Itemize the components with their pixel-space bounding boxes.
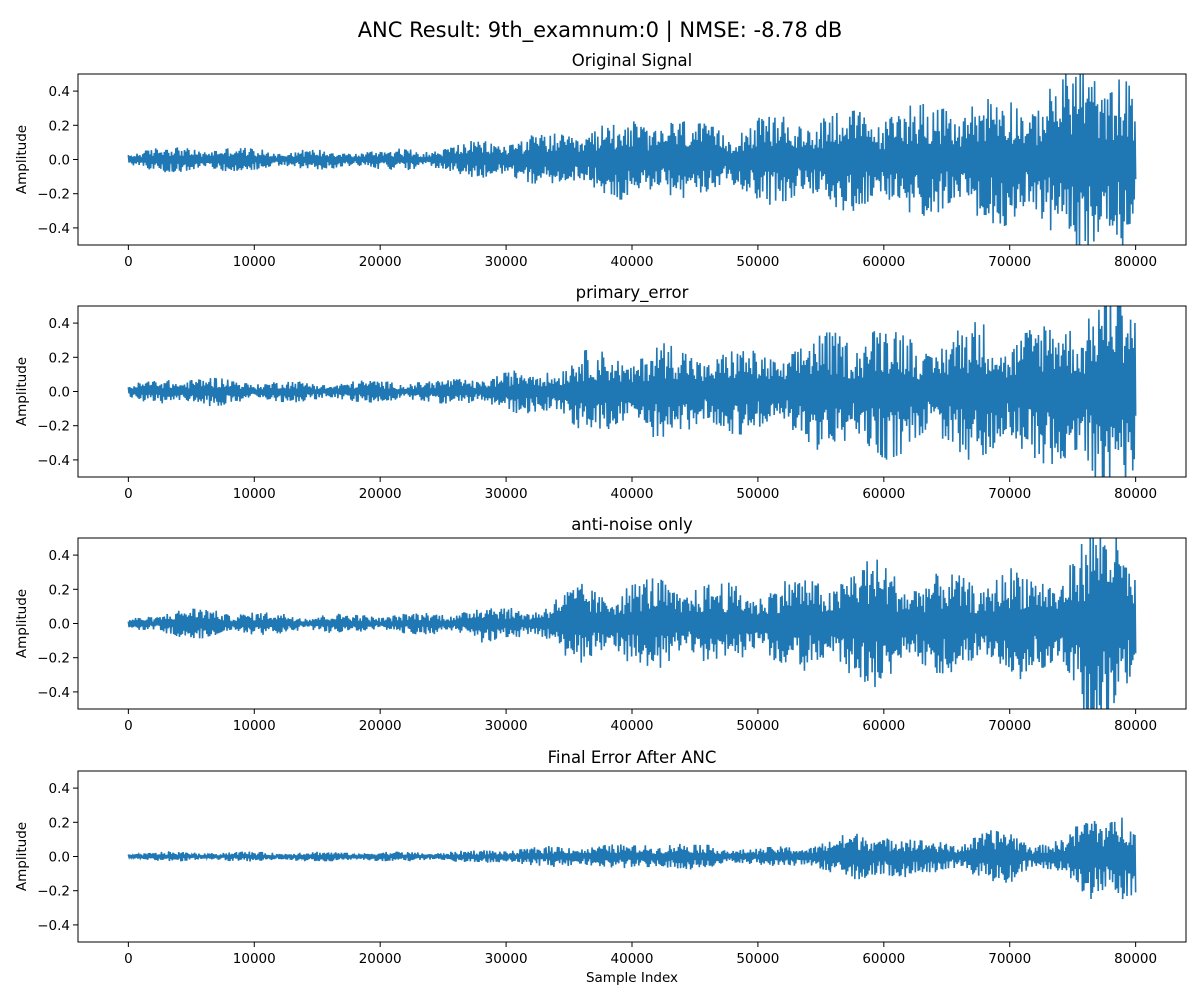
- y-tick-label: −0.4: [37, 918, 70, 934]
- x-tick-label: 30000: [485, 718, 528, 734]
- x-tick-label: 10000: [233, 486, 276, 502]
- x-tick-label: 70000: [988, 951, 1031, 967]
- x-tick-label: 20000: [359, 718, 402, 734]
- y-tick-label: 0.0: [49, 617, 70, 633]
- y-tick-label: 0.4: [49, 84, 70, 100]
- y-tick-label: 0.2: [49, 815, 70, 831]
- subplot-title: primary_error: [576, 283, 689, 303]
- x-tick-label: 30000: [485, 254, 528, 270]
- x-tick-label: 10000: [233, 718, 276, 734]
- signal-line: [127, 538, 1137, 709]
- figure-title: ANC Result: 9th_examnum:0 | NMSE: -8.78 …: [358, 18, 843, 43]
- x-axis-label: Sample Index: [586, 970, 678, 986]
- x-tick-label: 0: [124, 486, 133, 502]
- x-tick-label: 70000: [988, 254, 1031, 270]
- x-tick-label: 20000: [359, 951, 402, 967]
- x-tick-label: 80000: [1114, 951, 1157, 967]
- subplot-3: 0 10000 20000 30000 40000 50000 60000 70000 8000…: [14, 515, 1187, 734]
- subplot-title: anti-noise only: [571, 515, 693, 534]
- y-tick-label: −0.4: [37, 685, 70, 701]
- y-tick-label: 0.2: [49, 582, 70, 598]
- x-tick-label: 80000: [1114, 254, 1157, 270]
- y-tick-label: −0.2: [37, 884, 70, 900]
- x-tick-label: 60000: [862, 718, 905, 734]
- x-tick-label: 0: [124, 718, 133, 734]
- y-tick-label: 0.4: [49, 316, 70, 332]
- x-tick-label: 40000: [611, 951, 654, 967]
- x-tick-label: 60000: [862, 486, 905, 502]
- y-tick-label: −0.2: [37, 651, 70, 667]
- y-tick-label: 0.4: [49, 781, 70, 797]
- x-tick-label: 20000: [359, 254, 402, 270]
- y-tick-label: 0.0: [49, 850, 70, 866]
- x-tick-label: 60000: [862, 254, 905, 270]
- x-tick-label: 0: [124, 951, 133, 967]
- y-tick-label: −0.2: [37, 419, 70, 435]
- x-tick-label: 30000: [485, 486, 528, 502]
- x-tick-label: 60000: [862, 951, 905, 967]
- x-tick-label: 10000: [233, 951, 276, 967]
- y-tick-label: 0.2: [49, 350, 70, 366]
- x-tick-label: 80000: [1114, 718, 1157, 734]
- x-tick-label: 70000: [988, 718, 1031, 734]
- subplot-2: 0 10000 20000 30000 40000 50000 60000 70000 8000…: [14, 283, 1187, 502]
- y-tick-label: 0.4: [49, 548, 70, 564]
- subplot-title: Original Signal: [572, 51, 693, 70]
- y-tick-label: −0.4: [37, 453, 70, 469]
- x-tick-label: 40000: [611, 254, 654, 270]
- signal-line: [127, 306, 1137, 477]
- subplots: 0 10000 20000 30000 40000 50000 60000 70000 8000…: [14, 51, 1187, 986]
- y-axis-label: Amplitude: [14, 822, 30, 891]
- x-tick-label: 70000: [988, 486, 1031, 502]
- y-tick-label: −0.4: [37, 221, 70, 237]
- x-tick-label: 40000: [611, 718, 654, 734]
- x-tick-label: 50000: [736, 951, 779, 967]
- x-tick-label: 30000: [485, 951, 528, 967]
- y-axis-label: Amplitude: [14, 125, 30, 194]
- y-tick-label: −0.2: [37, 187, 70, 203]
- x-tick-label: 80000: [1114, 486, 1157, 502]
- y-axis-label: Amplitude: [14, 357, 30, 426]
- x-tick-label: 0: [124, 254, 133, 270]
- signal-line: [127, 817, 1137, 900]
- x-tick-label: 20000: [359, 486, 402, 502]
- y-axis-label: Amplitude: [14, 589, 30, 658]
- x-tick-label: 50000: [736, 254, 779, 270]
- x-tick-label: 40000: [611, 486, 654, 502]
- y-tick-label: 0.2: [49, 118, 70, 134]
- x-tick-label: 10000: [233, 254, 276, 270]
- subplot-title: Final Error After ANC: [548, 748, 717, 767]
- y-tick-label: 0.0: [49, 153, 70, 169]
- x-tick-label: 50000: [736, 486, 779, 502]
- y-tick-label: 0.0: [49, 385, 70, 401]
- subplot-1: 0 10000 20000 30000 40000 50000 60000 70000 8000…: [14, 51, 1187, 270]
- subplot-4: 0 10000 20000 30000 40000 50000 60000 70000 8000…: [14, 748, 1187, 986]
- signal-line: [127, 74, 1137, 245]
- x-tick-label: 50000: [736, 718, 779, 734]
